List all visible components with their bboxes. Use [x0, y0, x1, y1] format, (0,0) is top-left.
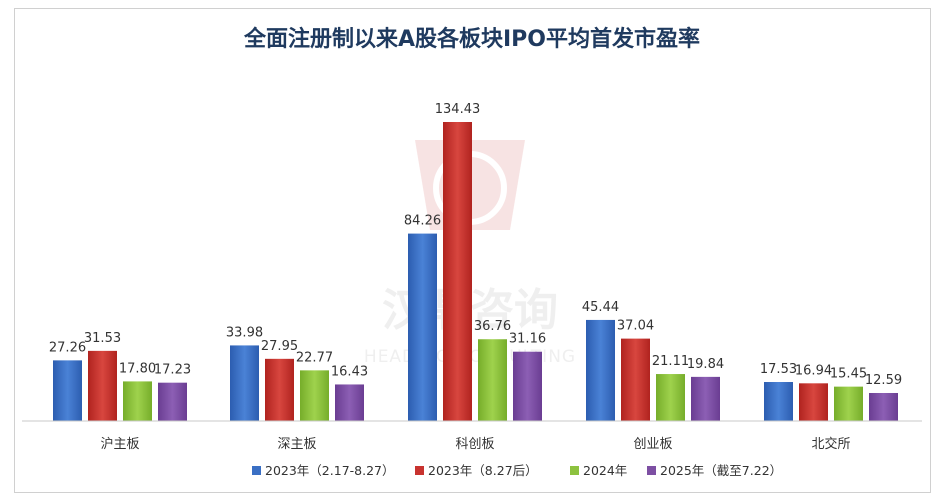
data-label: 37.04 [617, 319, 654, 334]
bar-深主板-series-3 [335, 384, 364, 421]
bar-沪主板-series-2 [123, 381, 152, 421]
legend: 2023年（2.17-8.27） 2023年（8.27后） 2024年 2025年（截… [252, 463, 782, 478]
data-label: 17.80 [119, 361, 156, 376]
bar-深主板-series-1 [265, 358, 294, 421]
data-label: 45.44 [582, 300, 619, 315]
data-label: 16.43 [331, 364, 368, 379]
bar-沪主板-series-0 [53, 360, 82, 421]
data-label: 17.53 [760, 362, 797, 377]
legend-label: 2023年（2.17-8.27） [265, 463, 395, 478]
bar-科创板-series-3 [513, 351, 542, 421]
data-label: 15.45 [830, 367, 867, 382]
bar-北交所-series-0 [764, 382, 793, 421]
bar-创业板-series-3 [691, 376, 720, 421]
bar-科创板-series-2 [478, 339, 507, 421]
bar-深主板-series-2 [300, 370, 329, 421]
x-tick-label: 沪主板 [100, 436, 139, 452]
x-tick-label: 深主板 [277, 437, 316, 452]
bar-创业板-series-2 [656, 374, 685, 421]
bar-北交所-series-3 [869, 392, 898, 421]
bar-科创板-series-0 [408, 233, 437, 421]
data-label: 21.11 [652, 354, 689, 369]
bar-北交所-series-2 [834, 386, 863, 421]
bar-创业板-series-0 [586, 319, 615, 421]
data-label: 19.84 [687, 357, 724, 372]
data-label: 36.76 [474, 319, 511, 334]
data-label: 17.23 [154, 363, 191, 378]
legend-swatch [647, 466, 656, 475]
data-label: 16.94 [795, 363, 832, 378]
x-tick-label: 北交所 [811, 436, 850, 452]
bar-沪主板-series-1 [88, 350, 117, 421]
legend-swatch [252, 466, 261, 475]
data-label: 134.43 [435, 102, 481, 117]
bar-北交所-series-1 [799, 383, 828, 421]
legend-swatch [570, 466, 579, 475]
bar-沪主板-series-3 [158, 382, 187, 421]
data-label: 31.53 [84, 331, 121, 346]
data-label: 84.26 [404, 214, 441, 229]
legend-label: 2023年（8.27后） [428, 463, 538, 478]
data-label: 31.16 [509, 332, 546, 347]
data-label: 27.26 [49, 340, 86, 355]
x-tick-label: 科创板 [455, 437, 494, 452]
chart-title: 全面注册制以来A股各板块IPO平均首发市盈率 [243, 26, 700, 52]
legend-label: 2025年（截至7.22） [660, 463, 782, 478]
bar-深主板-series-0 [230, 345, 259, 421]
data-label: 27.95 [261, 339, 298, 354]
legend-swatch [415, 466, 424, 475]
data-label: 22.77 [296, 350, 333, 365]
data-label: 33.98 [226, 325, 263, 340]
legend-label: 2024年 [583, 463, 627, 478]
data-label: 12.59 [865, 373, 902, 388]
bar-科创板-series-1 [443, 122, 472, 421]
x-axis-labels: 沪主板 深主板 科创板 创业板 北交所 [100, 436, 850, 452]
bar-创业板-series-1 [621, 338, 650, 421]
x-tick-label: 创业板 [633, 437, 672, 452]
